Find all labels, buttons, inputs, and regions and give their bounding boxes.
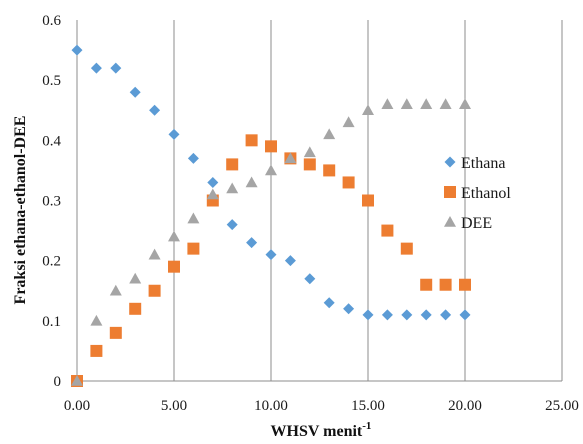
point-ethanol [323, 164, 336, 177]
x-axis-title: WHSV menit-1 [271, 420, 372, 440]
point-ethanol [187, 242, 200, 255]
point-ethana [304, 273, 316, 285]
point-dee [420, 98, 433, 110]
point-dee [245, 176, 258, 188]
point-ethana [381, 309, 393, 321]
point-dee [342, 116, 355, 128]
point-ethanol [148, 284, 161, 297]
point-dee [90, 314, 103, 326]
point-dee [71, 375, 83, 386]
y-tick-label: 0.2 [42, 254, 61, 270]
legend-label-ethanol: Ethanol [461, 185, 511, 202]
point-ethanol [109, 326, 122, 339]
point-ethana [362, 309, 374, 321]
x-tick-label: 20.00 [448, 398, 482, 414]
x-tick-label: 25.00 [545, 398, 579, 414]
point-ethana [110, 62, 122, 74]
point-dee [323, 128, 336, 140]
y-axis-title: Fraksi ethana-ethanol-DEE [12, 116, 29, 305]
y-tick-label: 0.6 [42, 13, 61, 29]
legend-marker-dee [444, 216, 456, 227]
point-ethana [129, 86, 141, 98]
legend-label-ethana: Ethana [461, 155, 505, 172]
point-dee [265, 164, 277, 176]
y-tick-label: 0.3 [42, 194, 61, 210]
point-dee [129, 272, 142, 284]
point-ethanol [342, 176, 355, 189]
point-dee [459, 98, 471, 110]
point-ethanol [381, 224, 394, 237]
point-dee [381, 98, 394, 110]
point-ethanol [303, 158, 316, 171]
point-ethanol [245, 134, 258, 147]
point-dee [400, 98, 413, 110]
point-ethana [168, 128, 180, 140]
point-ethana [323, 297, 335, 309]
x-axis-title-superscript: -1 [362, 420, 371, 432]
x-tick-label: 5.00 [161, 398, 187, 414]
tick-labels: 0.00 5.00 10.00 15.00 20.00 25.00 0 0.1 0.2 0.3 0.… [42, 13, 579, 414]
legend-marker-ethana [444, 156, 456, 168]
point-dee [109, 284, 122, 296]
y-tick-label: 0.4 [42, 133, 61, 149]
point-ethanol [90, 344, 103, 357]
point-dee [284, 152, 297, 164]
point-ethanol [226, 158, 239, 171]
point-ethana [440, 309, 452, 321]
legend-label-dee: DEE [461, 215, 492, 232]
point-dee [206, 188, 219, 200]
point-ethanol [400, 242, 413, 255]
point-ethana [459, 309, 471, 321]
point-ethana [343, 303, 355, 315]
point-dee [148, 248, 161, 260]
x-tick-label: 15.00 [351, 398, 385, 414]
point-ethana [226, 219, 238, 231]
point-ethanol [362, 194, 374, 207]
point-dee [362, 104, 374, 116]
grid-lines [76, 20, 563, 381]
point-ethanol [265, 140, 277, 153]
point-ethanol [439, 278, 452, 291]
point-ethana [71, 44, 83, 56]
point-ethana [149, 104, 161, 116]
point-ethanol [420, 278, 433, 291]
x-axis-title-main: WHSV menit [271, 423, 363, 440]
point-ethana [420, 309, 432, 321]
y-tick-label: 0.1 [42, 314, 61, 330]
point-dee [168, 230, 180, 242]
point-ethanol [129, 302, 142, 315]
point-ethana [90, 62, 102, 74]
point-dee [439, 98, 452, 110]
point-dee [187, 212, 200, 224]
legend-marker-ethanol [444, 186, 456, 198]
point-ethana [265, 249, 277, 261]
x-tick-label: 10.00 [254, 398, 288, 414]
point-ethana [187, 152, 199, 164]
legend: Ethana Ethanol DEE [444, 155, 511, 232]
point-dee [226, 182, 239, 194]
y-tick-label: 0 [54, 374, 62, 390]
point-dee [303, 146, 316, 158]
y-tick-label: 0.5 [42, 73, 61, 89]
x-tick-label: 0.00 [64, 398, 90, 414]
point-ethana [284, 255, 296, 267]
point-ethanol [168, 260, 180, 273]
data-points [71, 44, 471, 387]
point-ethana [401, 309, 413, 321]
point-ethana [207, 176, 219, 188]
point-ethana [246, 237, 258, 249]
point-ethanol [459, 278, 471, 291]
